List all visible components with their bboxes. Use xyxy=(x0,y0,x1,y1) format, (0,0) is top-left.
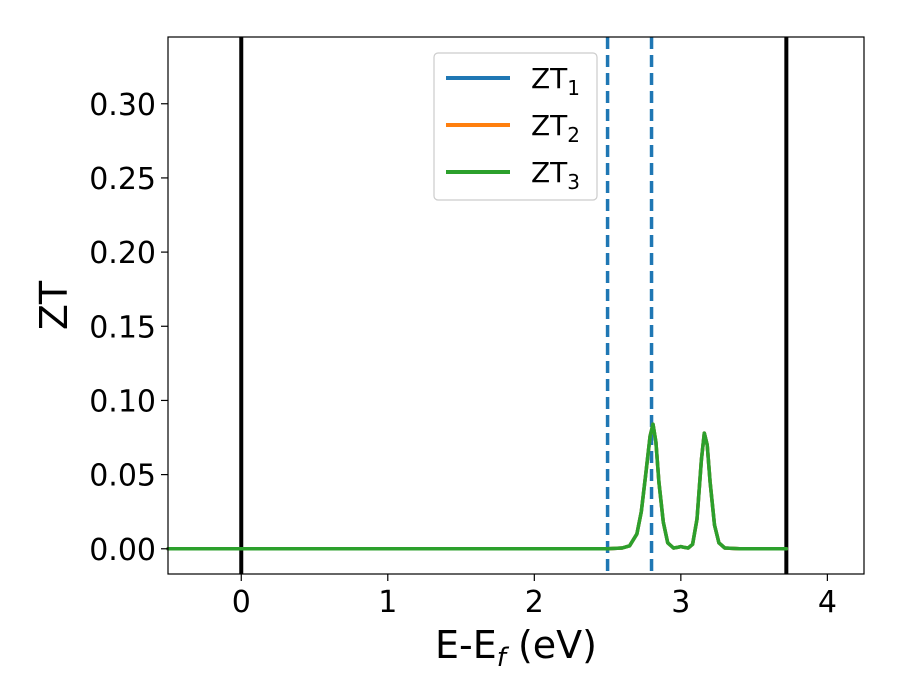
x-tick-label: 3 xyxy=(671,585,690,620)
x-axis-label-unit: (eV) xyxy=(506,623,597,667)
legend-label-2: ZT2 xyxy=(531,109,580,147)
y-tick-label: 0.30 xyxy=(89,88,156,123)
y-tick-label: 0.05 xyxy=(89,459,156,494)
x-tick-label: 4 xyxy=(818,585,837,620)
reference-lines xyxy=(239,37,789,574)
series-lines xyxy=(166,422,789,551)
y-axis-ticks: 0.00 0.05 0.10 0.15 0.20 0.25 0.30 xyxy=(89,88,168,568)
x-tick-label: 0 xyxy=(232,585,251,620)
y-tick-label: 0.25 xyxy=(89,162,156,197)
legend-box xyxy=(433,52,598,201)
y-tick-label: 0.10 xyxy=(89,384,156,419)
y-tick-label: 0.20 xyxy=(89,236,156,271)
axes-frame xyxy=(167,36,865,575)
y-axis-label: ZT xyxy=(32,280,76,330)
x-tick-label: 2 xyxy=(525,585,544,620)
series-line-zt3 xyxy=(166,422,789,551)
legend-label-1: ZT1 xyxy=(531,62,580,100)
y-tick-label: 0.15 xyxy=(89,310,156,345)
y-tick-label: 0.00 xyxy=(89,533,156,568)
x-axis-label: E-Ef (eV) xyxy=(435,623,597,673)
legend-label-3: ZT3 xyxy=(531,156,580,194)
x-axis-label-main: E-E xyxy=(435,623,497,667)
x-axis-ticks: 0 1 2 3 4 xyxy=(232,574,837,620)
x-tick-label: 1 xyxy=(378,585,397,620)
legend: ZT1 ZT2 ZT3 xyxy=(433,52,598,201)
